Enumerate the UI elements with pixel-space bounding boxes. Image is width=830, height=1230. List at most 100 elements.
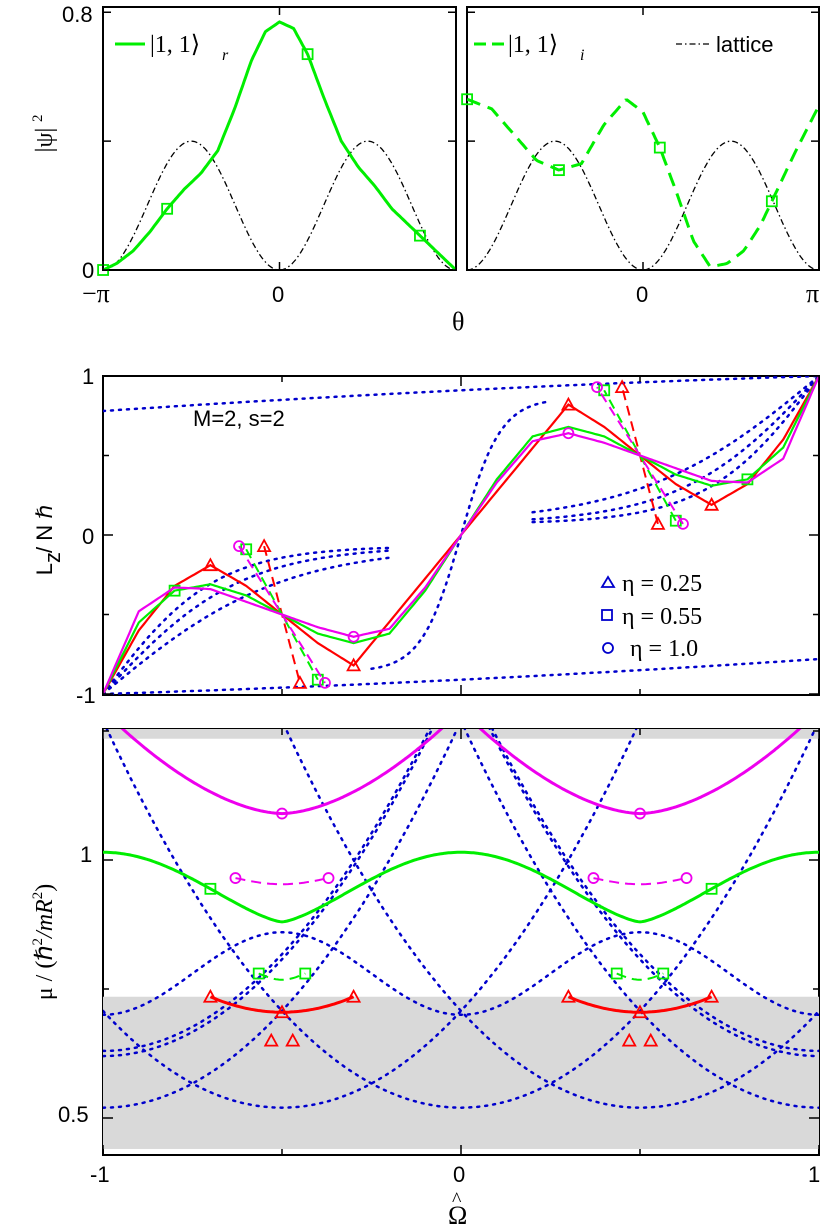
mid-square-marker (311, 673, 324, 686)
mid-ytick-neg1: -1 (76, 683, 96, 708)
bot-dashed-plateau (593, 877, 687, 886)
bot-ylabel-text: μ / (ℏ2/mR2) (30, 884, 58, 1000)
mid-annotation: M=2, s=2 (193, 406, 285, 431)
legend-triangle-marker (600, 575, 616, 588)
mid-dotted-branch (103, 556, 391, 695)
tr-lattice-curve (467, 140, 819, 270)
mid-circle-marker (233, 540, 245, 553)
tr-xtick-0: 0 (636, 282, 648, 307)
bot-dotted-parabola (284, 729, 819, 1109)
bot-dotted-parabola (103, 729, 638, 1109)
mid-legend: η = 0.25 η = 0.55 η = 1.0 (600, 571, 702, 662)
bot-dotted-parabola (103, 729, 459, 1109)
bot-ylabel-a: μ / (ℏ (32, 945, 58, 1000)
bot-ylabel: μ / (ℏ2/mR2) (30, 884, 58, 1000)
bot-green-dash-marker (299, 967, 312, 980)
mid-ylabel-L: L (32, 563, 57, 575)
bot-pink-dash-marker (322, 872, 335, 884)
mid-ylabel-rest: / N ℏ (32, 505, 57, 553)
bot-green-dash-marker (610, 967, 623, 980)
mid-dotted-lower (103, 657, 819, 695)
bot-dotted-parabola (105, 729, 817, 1109)
bot-dashed-plateau (235, 877, 329, 886)
mid-triangle-marker (292, 674, 308, 689)
mid-ytick-0: 0 (82, 524, 94, 549)
bot-dotted-parabola (491, 729, 819, 1053)
bot-red-marker (632, 1004, 648, 1019)
tr-xtick-pi: π (806, 279, 819, 308)
ticks-layer (102, 7, 820, 1155)
mid-curve-2 (103, 376, 819, 695)
theta-xlabel: θ (452, 307, 464, 336)
bot-green-dash-marker (657, 967, 670, 980)
bot-pink-stable (120, 729, 802, 816)
bot-dotted-parabola (103, 729, 431, 1053)
mid-dotted-branch (531, 376, 819, 514)
tl-xtick-neg-pi: −π (82, 279, 110, 308)
legend-eta-055: η = 0.55 (622, 604, 702, 630)
legend-circle-marker (602, 642, 614, 654)
mid-circle-marker (591, 381, 603, 394)
mid-dotted-upper (103, 376, 819, 413)
mid-circle-marker (677, 517, 689, 530)
legend-eta-10: η = 1.0 (630, 636, 698, 662)
tl-legend-sub: r (222, 47, 229, 64)
bot-ylabel-end: ) (32, 884, 58, 892)
tl-ylabel-text: |ψ| (32, 128, 58, 153)
mid-triangle-marker (560, 396, 576, 411)
series-layer (97, 20, 819, 1109)
bot-green-marker (705, 882, 718, 895)
bot-ylabel-mid: /mR (32, 899, 58, 940)
tr-psi-i-marker (653, 141, 666, 154)
bot-ytick-05: 0.5 (58, 1102, 89, 1127)
mid-circle-marker (562, 427, 575, 440)
bot-red-dash-marker (621, 1032, 637, 1047)
bot-green-dash-marker (252, 967, 265, 980)
bot-dashed-plateau (258, 972, 306, 981)
bot-red-marker (274, 1004, 290, 1019)
bot-pink-marker (634, 807, 646, 820)
mid-triangle-marker (614, 379, 630, 394)
mid-square-marker (598, 384, 611, 397)
mid-triangle-marker (650, 515, 666, 530)
bot-dotted-parabola (463, 729, 819, 1109)
shaded-band (103, 996, 819, 1149)
bot-xtick-1: 1 (808, 1162, 820, 1187)
bot-red-dash-marker (263, 1032, 279, 1047)
bot-xtick-neg1: -1 (90, 1162, 110, 1187)
mid-ylabel: L z / N ℏ (32, 505, 65, 575)
tr-legend-sub: i (580, 47, 584, 64)
legend-square-marker (601, 609, 613, 621)
tr-psi-i-marker (553, 164, 565, 177)
tl-psi-r-marker (161, 202, 174, 215)
tr-psi-i-marker (461, 93, 473, 106)
tl-lattice-curve (103, 140, 456, 270)
bot-green-stable (103, 850, 819, 924)
omega-hat: ^ (452, 1189, 462, 1211)
tl-ytick-08: 0.8 (62, 2, 93, 27)
bot-red-dash-marker (643, 1032, 659, 1047)
bot-red-marker (202, 988, 218, 1003)
bot-ylabel-sup2: 2 (30, 892, 46, 900)
mid-unstable-left-2 (238, 545, 326, 684)
mid-triangle-marker (704, 496, 720, 511)
mid-dotted-branch (531, 376, 819, 524)
bot-dotted-parabola (103, 729, 819, 1058)
bot-red-marker (560, 988, 576, 1003)
tr-psi-i-curve (467, 97, 819, 269)
mid-dotted-branch (531, 376, 819, 521)
bot-red-marker (704, 988, 720, 1003)
bot-red-dash-marker (285, 1032, 301, 1047)
mid-ylabel-sub: z (40, 552, 65, 563)
mid-triangle-marker (256, 538, 272, 553)
bot-pink-dash-marker (680, 872, 693, 884)
bot-red-stable (209, 995, 355, 1014)
bot-ylabel-sup1: 2 (30, 938, 46, 946)
tl-psi-r-curve (103, 20, 456, 270)
mid-ytick-1: 1 (82, 364, 94, 389)
bot-pink-dash-marker (587, 872, 600, 884)
mid-circle-marker (319, 676, 331, 689)
tl-ylabel: |ψ| 2 (30, 115, 58, 153)
bot-dashed-plateau (616, 972, 664, 981)
